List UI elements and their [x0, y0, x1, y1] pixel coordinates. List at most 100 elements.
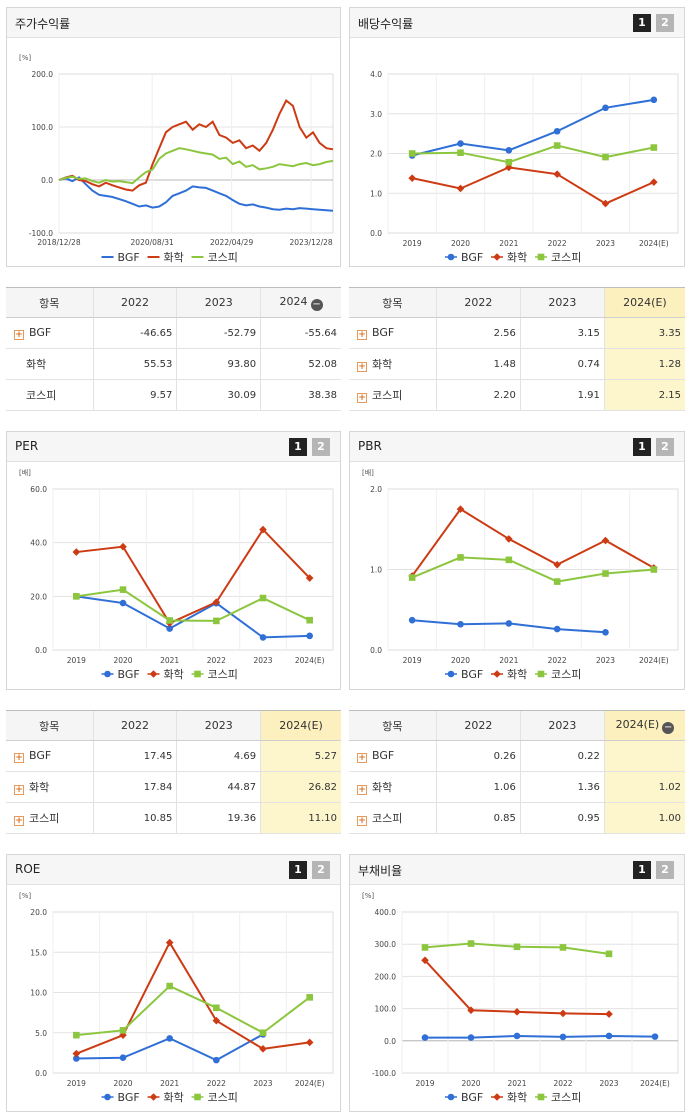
series-line	[411, 166, 655, 205]
data-point	[457, 140, 464, 147]
page-1-button[interactable]: 1	[633, 14, 651, 32]
column-header: 항목	[349, 287, 437, 318]
y-tick-label: 2.0	[370, 150, 382, 159]
data-point	[119, 586, 127, 593]
data-point	[505, 158, 513, 166]
row-label: + BGF	[349, 317, 437, 349]
series-line	[76, 527, 311, 625]
expand-icon[interactable]: +	[357, 753, 367, 763]
data-point	[456, 184, 465, 193]
cell-value: -52.79	[176, 317, 261, 349]
data-point	[166, 982, 173, 990]
series-line	[411, 507, 655, 577]
legend-label: BGF	[461, 1091, 483, 1104]
column-header: 2023	[519, 710, 605, 741]
header-label: 2022	[120, 719, 149, 732]
data-point	[408, 574, 416, 581]
expand-icon[interactable]: +	[357, 816, 367, 826]
data-point	[456, 505, 465, 513]
data-point	[212, 598, 221, 606]
collapse-icon[interactable]: −	[662, 721, 675, 734]
data-point	[553, 625, 561, 633]
y-tick-label: 5.0	[35, 1029, 47, 1038]
pager: 1 2	[633, 861, 674, 879]
y-tick-label: 100.0	[375, 1005, 397, 1014]
unit-label: [%]	[362, 892, 374, 900]
pager: 1 2	[289, 861, 330, 879]
column-header: 2023	[176, 287, 261, 318]
data-point	[72, 1049, 81, 1058]
expand-icon[interactable]: +	[357, 785, 367, 795]
x-tick-label: 2018/12/28	[37, 238, 80, 247]
data-point	[457, 620, 464, 628]
page-2-button[interactable]: 2	[656, 14, 674, 32]
data-point	[421, 944, 429, 951]
expand-icon[interactable]: +	[357, 330, 367, 340]
data-point	[467, 940, 475, 947]
data-point	[559, 944, 567, 951]
page-2-button[interactable]: 2	[656, 438, 674, 456]
series-line	[424, 959, 610, 1016]
header-label: 2024(E)	[615, 717, 660, 731]
page-2-button[interactable]: 2	[312, 438, 330, 456]
cell-value: 0.26	[435, 740, 521, 772]
y-tick-label: 40.0	[30, 539, 47, 548]
x-tick-label: 2020	[451, 239, 470, 248]
data-point	[119, 1031, 127, 1039]
y-tick-label: 10.0	[30, 989, 47, 998]
table-row: 코스피 9.57 30.09 38.38	[6, 379, 341, 411]
legend-label: 코스피	[208, 1091, 238, 1104]
panel-title: 배당수익률	[358, 17, 414, 31]
table-row: + 코스피 0.85 0.95 1.00	[349, 802, 685, 834]
column-header: 2022	[435, 287, 521, 318]
column-header: 2024(E)	[603, 287, 685, 318]
x-tick-label: 2024(E)	[639, 656, 669, 665]
column-header: 2024−	[260, 287, 341, 318]
column-header: 2023	[176, 710, 261, 741]
page-1-button[interactable]: 1	[289, 861, 307, 879]
expand-icon[interactable]: +	[357, 393, 367, 403]
cell-value: 1.91	[519, 379, 605, 411]
data-point	[493, 1093, 501, 1101]
table-row: + 화학 1.06 1.36 1.02	[349, 771, 685, 803]
page-1-button[interactable]: 1	[289, 438, 307, 456]
page-1-button[interactable]: 1	[633, 438, 651, 456]
cell-value: 0.74	[519, 348, 605, 380]
series-line	[76, 588, 311, 622]
expand-icon[interactable]: +	[14, 785, 24, 795]
series-line	[412, 144, 655, 164]
expand-icon[interactable]: +	[14, 753, 24, 763]
stock-return-panel: 주가수익률 [%] 200.0 100.0 0.0 -100.0 2018/12/28 20…	[6, 7, 341, 267]
data-point	[447, 670, 455, 678]
data-point	[165, 938, 174, 947]
page-2-button[interactable]: 2	[656, 861, 674, 879]
x-tick-label: 2021	[499, 656, 518, 665]
legend-label: 화학	[507, 251, 527, 264]
row-name: 코스피	[372, 389, 403, 402]
header-label: 2023	[204, 296, 233, 309]
legend-label: BGF	[461, 251, 483, 264]
data-point	[305, 574, 314, 582]
expand-icon[interactable]: +	[14, 330, 24, 340]
y-tick-label: 0.0	[41, 176, 53, 185]
row-label: + BGF	[6, 317, 94, 349]
data-point	[651, 1033, 659, 1040]
cell-value: 26.82	[260, 771, 341, 803]
data-point	[650, 96, 658, 104]
page-2-button[interactable]: 2	[312, 861, 330, 879]
data-point	[650, 566, 658, 573]
legend-label: 코스피	[551, 251, 581, 264]
panel-header: 주가수익률	[7, 8, 340, 38]
cell-value: 55.53	[92, 348, 177, 380]
cell-value: 93.80	[176, 348, 261, 380]
x-tick-label: 2020/08/31	[131, 238, 174, 247]
data-point	[421, 1034, 429, 1041]
header-label: 2022	[120, 296, 149, 309]
page-1-button[interactable]: 1	[633, 861, 651, 879]
per-chart: [배] 60.0 40.0 20.0 0.0 2019 2020 2021 2022 2023 20…	[19, 468, 334, 681]
expand-icon[interactable]: +	[357, 362, 367, 372]
collapse-icon[interactable]: −	[310, 298, 323, 311]
data-point	[212, 1016, 221, 1025]
x-tick-label: 2022/04/29	[210, 238, 253, 247]
expand-icon[interactable]: +	[14, 816, 24, 826]
